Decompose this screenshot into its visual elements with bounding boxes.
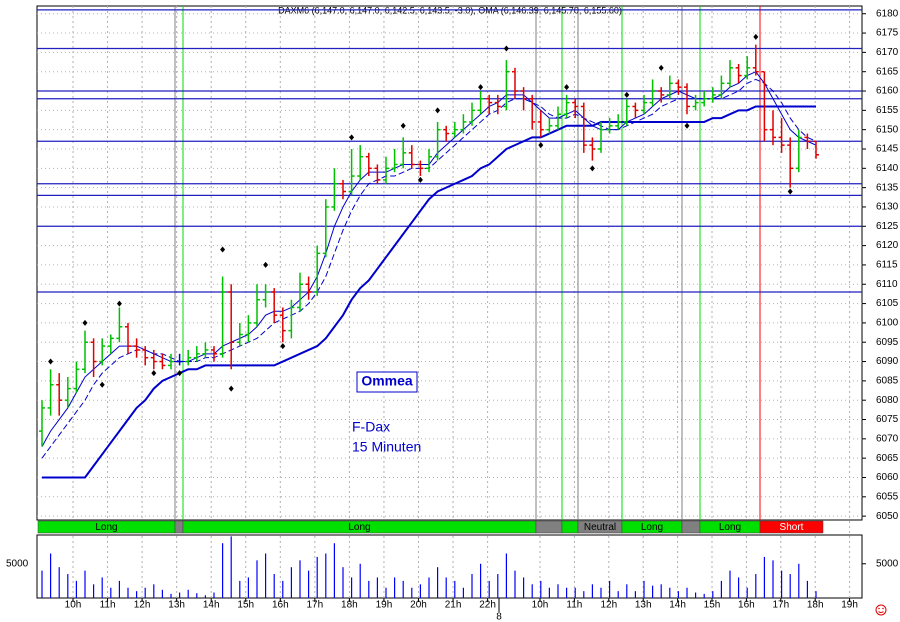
y-tick-label: 6080 xyxy=(876,395,899,406)
y-tick-label: 6060 xyxy=(876,472,899,483)
x-tick-label: 16h xyxy=(272,600,289,611)
pivot-marker xyxy=(151,370,157,377)
y-tick-label: 6050 xyxy=(876,511,899,522)
x-tick-label: 19h xyxy=(841,600,858,611)
volume-panel xyxy=(36,534,863,599)
y-tick-label: 6075 xyxy=(876,414,899,425)
x-tick-label: 21h xyxy=(445,600,462,611)
y-tick-label: 6070 xyxy=(876,433,899,444)
x-tick-label: 17h xyxy=(307,600,324,611)
pivot-marker xyxy=(478,84,484,91)
y-tick-label: 6145 xyxy=(876,144,899,155)
x-tick-label: 18h xyxy=(341,600,358,611)
x-tick-label: 18h xyxy=(807,600,824,611)
y-tick-label: 6155 xyxy=(876,105,899,116)
signal-segment xyxy=(174,520,184,534)
x-tick-label: 13h xyxy=(168,600,185,611)
x-tick-label: 19h xyxy=(376,600,393,611)
x-tick-label: 11h xyxy=(100,600,116,611)
y-tick-label: 6135 xyxy=(876,182,899,193)
signal-label: Short xyxy=(780,522,804,533)
pivot-marker xyxy=(624,91,630,98)
moving-average xyxy=(42,105,816,479)
pivot-marker xyxy=(564,84,570,91)
status-icon xyxy=(875,604,887,616)
y-tick-label: 6085 xyxy=(876,376,899,387)
signal-label: Long xyxy=(95,522,117,533)
pivot-marker xyxy=(400,122,406,129)
x-tick-label: 20h xyxy=(410,600,427,611)
x-tick-label: 10h xyxy=(532,600,549,611)
signal-segment xyxy=(561,520,579,534)
pivot-marker xyxy=(589,165,595,172)
pivot-marker xyxy=(263,261,269,268)
pivot-marker xyxy=(503,45,509,52)
x-tick-label: 10h xyxy=(65,600,82,611)
pivot-marker xyxy=(48,358,54,365)
x-tick-label: 14h xyxy=(203,600,220,611)
y-tick-label: 6110 xyxy=(876,279,898,290)
volume-tick-label: 5000 xyxy=(876,558,899,569)
pivot-marker xyxy=(280,343,286,350)
x-tick-label: 14h xyxy=(669,600,686,611)
y-tick-label: 6105 xyxy=(876,298,899,309)
x-tick-label: 13h xyxy=(635,600,652,611)
y-tick-label: 6055 xyxy=(876,491,899,502)
y-tick-label: 6065 xyxy=(876,453,899,464)
signal-label: Long xyxy=(719,522,741,533)
y-tick-label: 6095 xyxy=(876,337,899,348)
x-tick-label: 15h xyxy=(704,600,721,611)
pivot-marker xyxy=(538,142,544,149)
pivot-marker xyxy=(753,33,759,40)
y-tick-label: 6115 xyxy=(876,260,898,271)
x-tick-label: 15h xyxy=(237,600,254,611)
annotation: Ommea xyxy=(361,373,413,389)
pivot-marker xyxy=(349,134,355,141)
annotation: F-Dax xyxy=(352,419,390,435)
y-tick-label: 6120 xyxy=(876,240,899,251)
pivot-marker xyxy=(116,300,122,307)
x-tick-label: 16h xyxy=(738,600,755,611)
session-lines xyxy=(174,6,761,520)
y-tick-label: 6090 xyxy=(876,356,899,367)
annotation-box xyxy=(356,371,418,393)
pivot-marker xyxy=(220,246,226,253)
y-tick-label: 6175 xyxy=(876,28,899,39)
pivot-marker xyxy=(99,381,105,388)
signal-label: Long xyxy=(348,522,370,533)
pivot-marker xyxy=(177,370,183,377)
signal-label: Long xyxy=(641,522,663,533)
y-tick-label: 6130 xyxy=(876,202,899,213)
signal-label: Neutral xyxy=(584,522,616,533)
pivot-marker xyxy=(228,385,234,392)
y-tick-label: 6165 xyxy=(876,66,899,77)
y-tick-label: 6180 xyxy=(876,8,899,19)
y-tick-label: 6125 xyxy=(876,221,899,232)
signal-segment xyxy=(759,520,824,534)
pivot-marker xyxy=(82,319,88,326)
pivot-marker xyxy=(417,176,423,183)
x-tick-label: 12h xyxy=(134,600,151,611)
pivot-marker xyxy=(684,122,690,129)
signal-segment xyxy=(535,520,563,534)
x-tick-label: 12h xyxy=(600,600,617,611)
pivot-marker xyxy=(435,107,441,114)
pivot-marker xyxy=(658,64,664,71)
x-tick-label: 17h xyxy=(772,600,789,611)
annotation: 15 Minuten xyxy=(352,439,421,455)
x-tick-label: 22h xyxy=(479,600,496,611)
pivot-marker xyxy=(787,188,793,195)
y-tick-label: 6170 xyxy=(876,47,899,58)
y-tick-label: 6160 xyxy=(876,86,899,97)
y-tick-label: 6140 xyxy=(876,163,899,174)
date-label: 8 xyxy=(496,612,502,622)
y-tick-label: 6150 xyxy=(876,124,899,135)
volume-tick-label: 5000 xyxy=(6,558,29,569)
x-tick-label: 11h xyxy=(566,600,582,611)
signal-segment xyxy=(681,520,701,534)
y-tick-label: 6100 xyxy=(876,318,899,329)
